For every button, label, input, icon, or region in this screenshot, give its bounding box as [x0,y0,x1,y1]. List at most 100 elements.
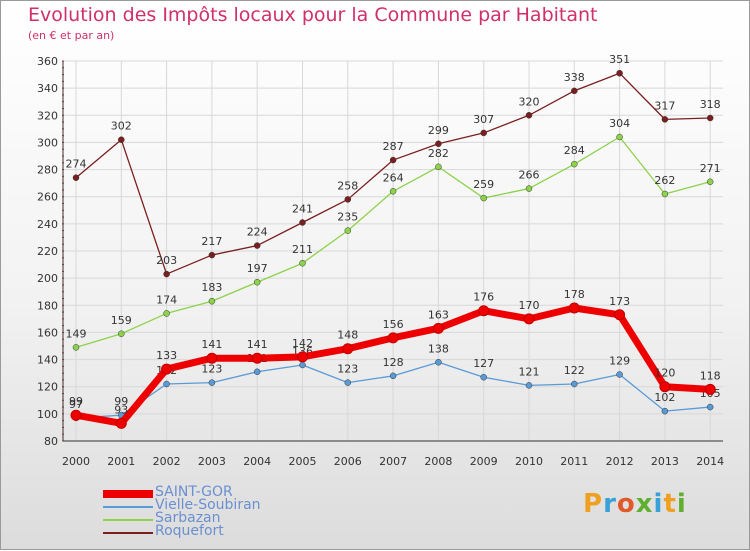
data-label-saint-gor: 163 [428,308,449,321]
data-point-roquefort [208,251,216,259]
chart-legend: SAINT-GOR Vielle-Soubiran Sarbazan Roque… [103,484,323,539]
x-tick-label: 2011 [560,455,588,468]
data-label-vielle-soubiran: 102 [654,391,675,404]
data-label-roquefort: 307 [473,113,494,126]
data-point-saint-gor [161,363,173,375]
data-label-roquefort: 338 [564,71,585,84]
data-point-roquefort [253,242,261,249]
data-point-vielle-soubiran [480,373,487,381]
data-point-saint-gor [70,409,82,421]
y-tick-label: 240 [37,218,58,231]
data-label-vielle-soubiran: 138 [428,342,449,355]
data-point-roquefort [706,114,714,122]
data-point-sarbazan [571,160,578,168]
data-label-saint-gor: 176 [473,291,494,304]
y-tick-label: 100 [37,408,58,421]
data-point-sarbazan [118,330,125,338]
data-point-vielle-soubiran [706,403,714,411]
data-point-vielle-soubiran [389,372,397,380]
data-point-vielle-soubiran [571,380,578,388]
y-tick-label: 140 [37,354,58,367]
data-point-roquefort [616,69,623,77]
data-label-sarbazan: 282 [428,147,449,160]
data-point-sarbazan [435,163,442,171]
data-point-sarbazan [299,259,306,267]
data-point-saint-gor [478,305,490,317]
data-point-saint-gor [387,332,399,344]
data-point-sarbazan [208,297,216,305]
x-tick-label: 2000 [62,455,90,468]
data-point-saint-gor [206,352,218,364]
data-point-vielle-soubiran [616,371,623,378]
data-label-vielle-soubiran: 97 [69,398,83,411]
data-point-vielle-soubiran [435,359,442,366]
x-tick-label: 2005 [289,455,317,468]
data-point-roquefort [389,156,397,164]
y-tick-label: 340 [37,82,58,95]
chart-title: Evolution des Impôts locaux pour la Comm… [28,4,598,26]
data-label-vielle-soubiran: 123 [337,363,358,376]
data-point-vielle-soubiran [299,361,306,369]
data-label-vielle-soubiran: 99 [114,395,128,408]
data-label-sarbazan: 159 [111,314,132,327]
x-tick-label: 2007 [379,455,407,468]
data-point-saint-gor [568,302,580,314]
legend-label-roquefort: Roquefort [155,523,224,539]
data-label-sarbazan: 149 [66,327,87,340]
data-label-roquefort: 302 [111,120,132,133]
data-point-sarbazan [72,344,80,351]
y-tick-label: 80 [44,435,58,448]
data-label-sarbazan: 259 [473,178,494,191]
data-point-sarbazan [706,178,714,186]
x-tick-label: 2014 [696,455,724,468]
x-tick-label: 2012 [606,455,634,468]
data-point-saint-gor [523,313,535,325]
data-label-roquefort: 317 [654,99,675,112]
logo-letter: t [663,489,677,519]
y-tick-label: 220 [37,245,58,258]
data-point-roquefort [480,129,487,137]
legend-label-vielle-soubiran: Vielle-Soubiran [155,497,261,513]
x-tick-label: 2008 [424,455,452,468]
data-point-sarbazan [661,190,669,198]
data-point-saint-gor [251,352,263,364]
legend-item-vielle-soubiran: Vielle-Soubiran [103,497,323,513]
x-tick-label: 2004 [243,455,271,468]
data-point-roquefort [163,270,170,278]
y-tick-label: 200 [37,272,58,285]
logo-letter: r [603,489,617,519]
y-tick-label: 160 [37,326,58,339]
data-point-saint-gor [115,417,127,429]
data-label-saint-gor: 118 [700,369,721,382]
y-tick-label: 260 [37,191,58,204]
legend-item-saint-gor: SAINT-GOR [103,484,323,500]
data-point-roquefort [571,87,578,95]
data-label-saint-gor: 141 [247,338,268,351]
data-label-saint-gor: 99 [69,395,83,408]
data-point-vielle-soubiran [661,407,669,415]
data-label-roquefort: 224 [247,226,268,239]
data-label-roquefort: 351 [609,53,630,66]
data-label-vielle-soubiran: 129 [609,355,630,368]
proxiti-logo: Proxiti [583,489,687,519]
data-label-sarbazan: 304 [609,117,630,130]
legend-swatch-vielle-soubiran [103,506,153,508]
data-label-saint-gor: 120 [654,367,675,380]
chart-subtitle: (en € et par an) [28,29,115,42]
data-point-saint-gor [432,322,444,334]
data-label-roquefort: 320 [519,95,540,108]
data-label-sarbazan: 174 [156,293,177,306]
data-label-saint-gor: 170 [519,299,540,312]
data-label-saint-gor: 142 [292,337,313,350]
data-label-vielle-soubiran: 128 [383,356,404,369]
data-label-roquefort: 258 [337,179,358,192]
data-point-sarbazan [525,185,533,192]
data-label-roquefort: 318 [700,98,721,111]
data-point-saint-gor [297,351,308,363]
data-point-sarbazan [480,194,487,202]
data-point-vielle-soubiran [208,379,216,386]
data-point-sarbazan [389,188,397,195]
data-label-sarbazan: 284 [564,144,585,157]
